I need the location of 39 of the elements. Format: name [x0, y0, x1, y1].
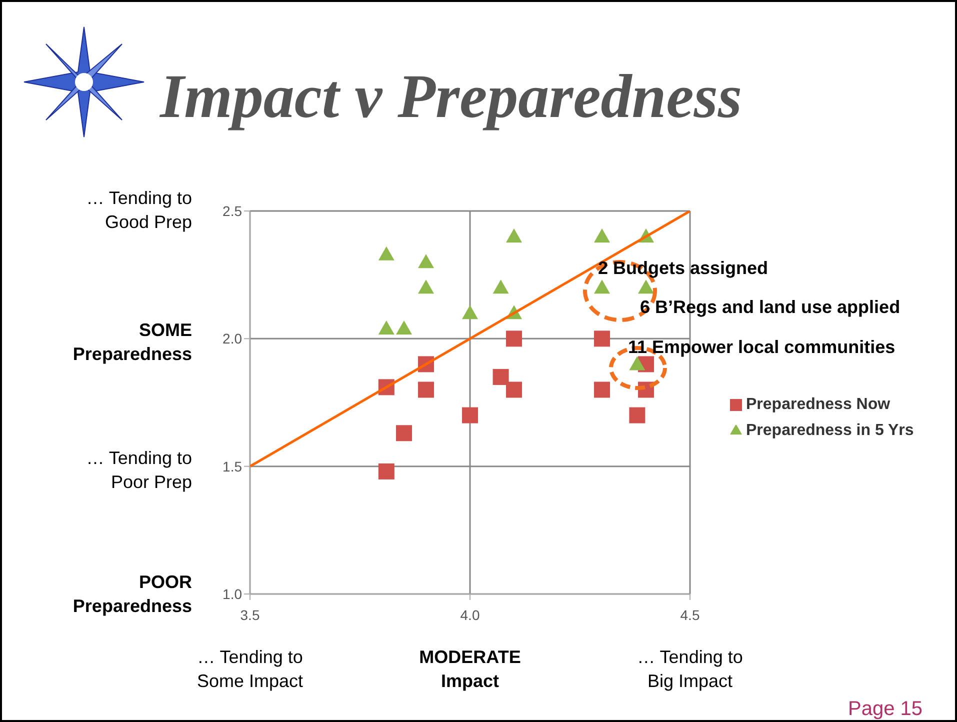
point: [462, 305, 478, 320]
text: … Tending to Good Prep: [86, 187, 192, 234]
y-tick-label: 1.0: [222, 586, 242, 602]
point: [418, 280, 434, 294]
point: [506, 330, 522, 347]
point: [594, 228, 610, 243]
text: Page 15: [848, 697, 923, 721]
point: [594, 330, 610, 347]
x-tick-label: 4.5: [680, 606, 700, 623]
point: [506, 228, 522, 243]
point: [418, 382, 434, 398]
x-tick-label: 3.5: [240, 606, 260, 623]
text: … Tending to Poor Prep: [86, 447, 192, 494]
point: [462, 407, 478, 424]
point: [506, 382, 522, 398]
point: [638, 280, 654, 294]
point: [378, 320, 394, 334]
point: [492, 280, 509, 294]
text: … Tending to Some Impact: [196, 646, 304, 693]
point: [594, 382, 610, 398]
text: SOME Preparedness: [72, 319, 192, 366]
point: [396, 320, 412, 334]
point: [418, 254, 434, 268]
y-tick-label: 1.5: [222, 458, 242, 474]
x-tick-label: 4.0: [460, 606, 480, 623]
point: [492, 368, 509, 385]
point: [378, 463, 394, 480]
legend-label: Preparedness in 5 Yrs: [746, 422, 914, 439]
legend-label: Preparedness Now: [746, 396, 890, 413]
point: [594, 280, 610, 294]
point: [396, 425, 412, 442]
y-tick-label: 2.0: [222, 330, 242, 347]
text: … Tending to Big Impact: [636, 646, 744, 693]
text: POOR Preparedness: [72, 571, 192, 618]
point: [378, 246, 394, 260]
point: [629, 407, 646, 424]
chart-title: Impact v Preparedness: [160, 62, 742, 133]
text: MODERATE Impact: [418, 646, 522, 693]
y-tick-label: 2.5: [222, 202, 242, 219]
